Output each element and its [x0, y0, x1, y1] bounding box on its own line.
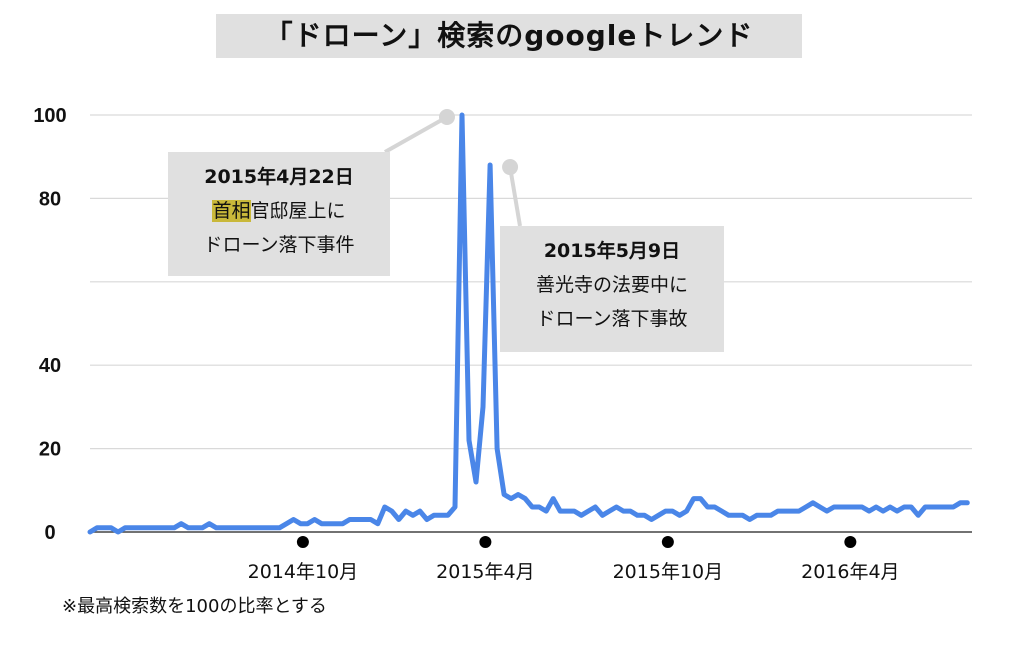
annotation-line1: 善光寺の法要中に: [535, 274, 688, 296]
chart-title: 「ドローン」検索のgoogleトレンド: [216, 14, 802, 58]
x-tick-dot: [661, 536, 674, 548]
annotation-line1: 首相官邸屋上に: [168, 194, 390, 228]
y-tick-label: 0: [44, 522, 55, 544]
x-tick-label: 2014年10月: [248, 561, 359, 583]
x-tick-dot: [296, 536, 309, 548]
annotation-date: 2015年5月9日: [543, 240, 681, 262]
annotation-date: 2015年4月22日: [204, 166, 354, 188]
x-axis-ticks: 2014年10月 2015年4月 2015年10月 2016年4月: [248, 536, 900, 583]
series-line: [87, 112, 970, 535]
leader-dot: [502, 159, 519, 176]
annotation-zenkoji: 2015年5月9日 善光寺の法要中に ドローン落下事故: [500, 226, 724, 352]
y-tick-label: 20: [39, 439, 61, 461]
leader-line: [384, 115, 448, 154]
y-tick-label: 40: [39, 355, 61, 377]
annotation-line2: ドローン落下事件: [203, 234, 355, 256]
annotation-leaders: [384, 109, 522, 227]
y-axis-ticks: 0 20 40 80 100: [33, 105, 66, 544]
annotation-kantei: 2015年4月22日 首相官邸屋上に ドローン落下事件: [168, 152, 390, 276]
x-tick-label: 2016年4月: [801, 561, 899, 583]
footnote: ※最高検索数を100の比率とする: [62, 596, 327, 617]
annotation-line1-rest: 官邸屋上に: [250, 200, 346, 222]
y-tick-label: 100: [33, 105, 66, 127]
x-tick-dot: [844, 536, 857, 548]
x-tick-label: 2015年10月: [613, 561, 724, 583]
annotation-line2: ドローン落下事故: [536, 308, 688, 330]
leader-dot: [438, 109, 455, 125]
x-tick-dot: [479, 536, 492, 548]
y-tick-label: 80: [39, 188, 61, 210]
x-tick-label: 2015年4月: [436, 561, 534, 583]
leader-line: [508, 166, 522, 227]
annotation-highlight: 首相: [212, 200, 251, 222]
